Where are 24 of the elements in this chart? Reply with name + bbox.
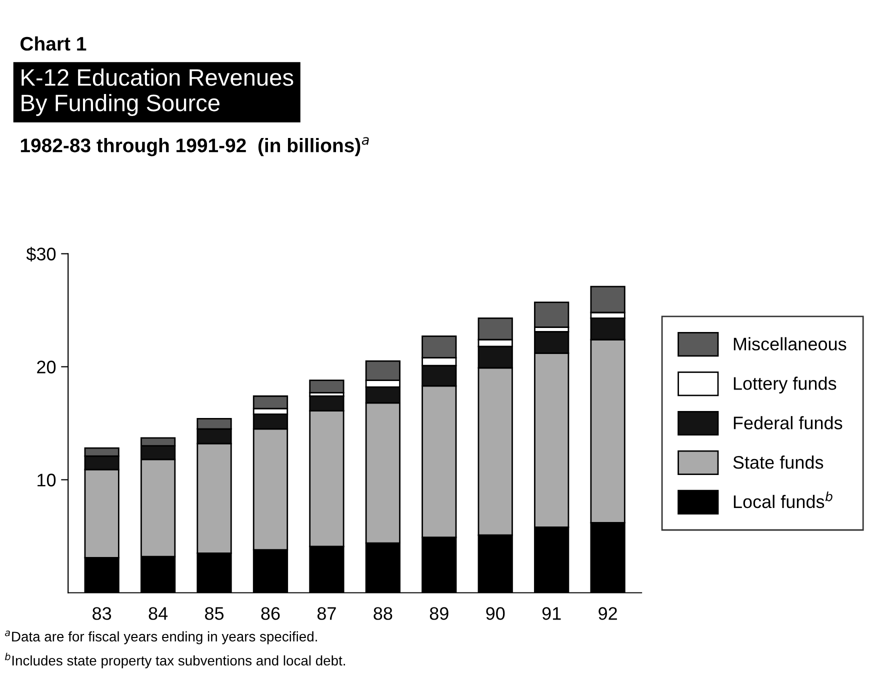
y-tick-label: 10	[38, 474, 56, 486]
x-tick-label: 87	[317, 607, 336, 620]
x-tick-label: 90	[486, 607, 505, 620]
y-tick-label: 20	[37, 360, 56, 374]
legend-label: Lottery funds	[734, 376, 836, 394]
chart-title: K-12 Education Revenues By Funding Source	[22, 68, 294, 116]
x-tick-label: 89	[430, 607, 448, 620]
x-tick-label: 88	[374, 607, 392, 620]
legend-label: Federal funds	[734, 416, 842, 430]
x-tick-label: 92	[598, 607, 617, 620]
caption: Chart 1	[20, 36, 86, 51]
bar	[309, 380, 344, 394]
x-tick-label: 83	[92, 607, 112, 620]
legend-label: State funds	[733, 456, 824, 469]
x-tick-label: 84	[148, 607, 168, 620]
x-tick-label: 85	[205, 607, 224, 620]
legend-label: Miscellaneous	[734, 337, 846, 350]
chart-subtitle: 1982-83 through 1991-92 (in billions)$^{a}$	[20, 137, 369, 156]
y-tick-label: $30	[26, 246, 56, 262]
x-tick-label: 91	[542, 607, 561, 620]
text: $^{a}$Data are for fiscal years ending in years specified.	[5, 630, 317, 644]
legend-label: Local funds$^{b}$	[734, 491, 832, 508]
text: $^{b}$Includes state property tax subventions and local debt.	[4, 652, 345, 668]
x-tick-label: 86	[261, 607, 280, 620]
